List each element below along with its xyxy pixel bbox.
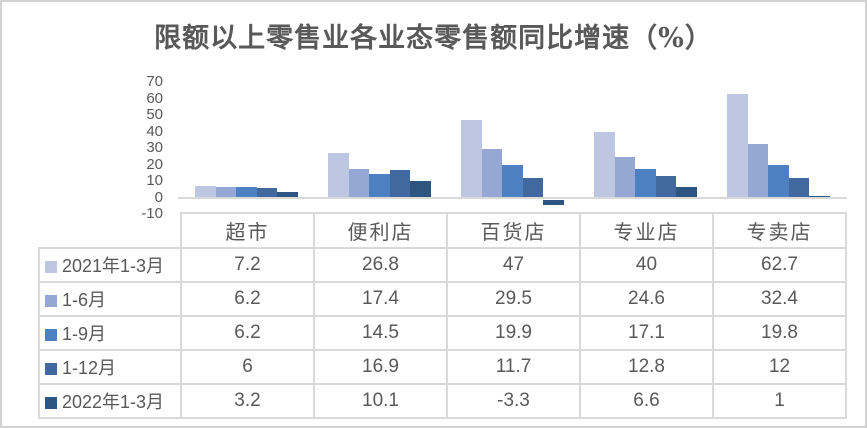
bar-2022年1-3月-百货店 — [543, 199, 564, 205]
value-cell: 19.9 — [446, 315, 581, 351]
value-cell: 62.7 — [712, 247, 847, 283]
y-axis-tick-label: 30 — [146, 139, 163, 156]
bar-1-6月-便利店 — [348, 168, 370, 198]
series-label-cell: 1-12月 — [38, 349, 182, 385]
series-name: 2021年1-3月 — [62, 256, 165, 276]
bar-1-6月-专卖店 — [747, 144, 769, 198]
value-cell: 6.2 — [180, 281, 315, 317]
y-axis-tick-label: 50 — [146, 106, 163, 123]
bar-2021年1-3月-便利店 — [328, 153, 349, 198]
value-cell: 6 — [180, 349, 315, 385]
value-cell: 17.4 — [313, 281, 448, 317]
y-axis-tick-label: 20 — [146, 155, 163, 173]
value-cell: 26.8 — [313, 247, 448, 283]
bar-1-6月-百货店 — [481, 148, 503, 198]
value-cell: 14.5 — [313, 315, 448, 351]
chart-data-table: 超市 便利店 百货店 专业店 专卖店 2021年1-3月 7.2 26.8 47 40 62.7 1-… — [38, 212, 847, 419]
bar-1-12月-超市 — [256, 187, 278, 198]
value-cell: 6.2 — [180, 315, 315, 351]
value-cell: 12 — [712, 349, 847, 385]
bar-1-6月-专业店 — [614, 156, 636, 198]
bar-1-9月-专卖店 — [768, 164, 789, 198]
bar-2021年1-3月-专卖店 — [727, 94, 748, 198]
value-cell: 29.5 — [446, 281, 581, 317]
bar-2022年1-3月-便利店 — [410, 180, 431, 198]
y-axis-tick-label: 70 — [146, 73, 163, 90]
legend-key-icon — [45, 261, 57, 273]
column-header-超市: 超市 — [180, 212, 315, 249]
value-cell: 19.8 — [712, 315, 847, 351]
series-name: 1-12月 — [62, 358, 117, 378]
table-row: 1-9月 6.2 14.5 19.9 17.1 19.8 — [38, 315, 847, 351]
value-cell: 11.7 — [446, 349, 581, 385]
value-cell: 40 — [579, 247, 714, 283]
value-cell: 12.8 — [579, 349, 714, 385]
bar-1-12月-专卖店 — [788, 177, 810, 198]
chart-title: 限额以上零售业各业态零售额同比增速（%） — [154, 23, 713, 54]
column-header-百货店: 百货店 — [446, 212, 581, 249]
table-corner-blank — [39, 213, 181, 248]
legend-key-icon — [45, 329, 57, 341]
value-cell: 7.2 — [180, 247, 315, 283]
bar-2021年1-3月-超市 — [195, 185, 216, 198]
legend-key-icon — [45, 397, 57, 409]
bar-1-9月-便利店 — [369, 173, 390, 198]
legend-key-icon — [45, 363, 57, 375]
y-axis-tick-label: 40 — [146, 122, 163, 140]
value-cell: 6.6 — [579, 383, 714, 419]
series-name: 1-6月 — [62, 290, 107, 310]
column-header-专卖店: 专卖店 — [712, 212, 847, 249]
series-name: 2022年1-3月 — [62, 392, 165, 412]
value-cell: 1 — [712, 383, 847, 419]
bar-1-6月-超市 — [215, 187, 237, 198]
bar-2021年1-3月-专业店 — [594, 131, 615, 198]
bar-1-12月-百货店 — [522, 178, 544, 198]
legend-key-icon — [45, 295, 57, 307]
bar-1-9月-百货店 — [502, 164, 523, 198]
table-row: 2022年1-3月 3.2 10.1 -3.3 6.6 1 — [38, 383, 847, 419]
table-row: 1-6月 6.2 17.4 29.5 24.6 32.4 — [38, 281, 847, 317]
value-cell: 47 — [446, 247, 581, 283]
column-header-便利店: 便利店 — [313, 212, 448, 249]
bar-1-12月-便利店 — [389, 169, 411, 198]
bar-2022年1-3月-超市 — [277, 192, 298, 198]
bar-2021年1-3月-百货店 — [461, 119, 482, 198]
value-cell: 10.1 — [313, 383, 448, 419]
bar-1-9月-专业店 — [635, 169, 656, 198]
table-row: 2021年1-3月 7.2 26.8 47 40 62.7 — [38, 247, 847, 283]
table-header-row: 超市 便利店 百货店 专业店 专卖店 — [39, 212, 847, 249]
value-cell: 24.6 — [579, 281, 714, 317]
y-axis-tick-label: 10 — [146, 172, 163, 189]
value-cell: 3.2 — [180, 383, 315, 419]
series-label-cell: 1-9月 — [38, 315, 182, 351]
bar-1-9月-超市 — [236, 187, 257, 198]
series-label-cell: 2022年1-3月 — [38, 383, 182, 419]
value-cell: 16.9 — [313, 349, 448, 385]
value-cell: 17.1 — [579, 315, 714, 351]
value-cell: 32.4 — [712, 281, 847, 317]
table-row: 1-12月 6 16.9 11.7 12.8 12 — [38, 349, 847, 385]
y-axis-tick-label: 60 — [146, 89, 163, 107]
column-header-专业店: 专业店 — [579, 212, 714, 249]
y-axis-tick-label: 0 — [154, 188, 163, 206]
bar-2022年1-3月-专业店 — [676, 186, 697, 198]
series-name: 1-9月 — [62, 324, 107, 344]
value-cell: -3.3 — [446, 383, 581, 419]
series-label-cell: 2021年1-3月 — [38, 247, 182, 283]
bar-1-12月-专业店 — [655, 176, 677, 198]
series-label-cell: 1-6月 — [38, 281, 182, 317]
x-axis-line — [178, 196, 847, 199]
y-axis-tick-label: -10 — [141, 205, 163, 222]
